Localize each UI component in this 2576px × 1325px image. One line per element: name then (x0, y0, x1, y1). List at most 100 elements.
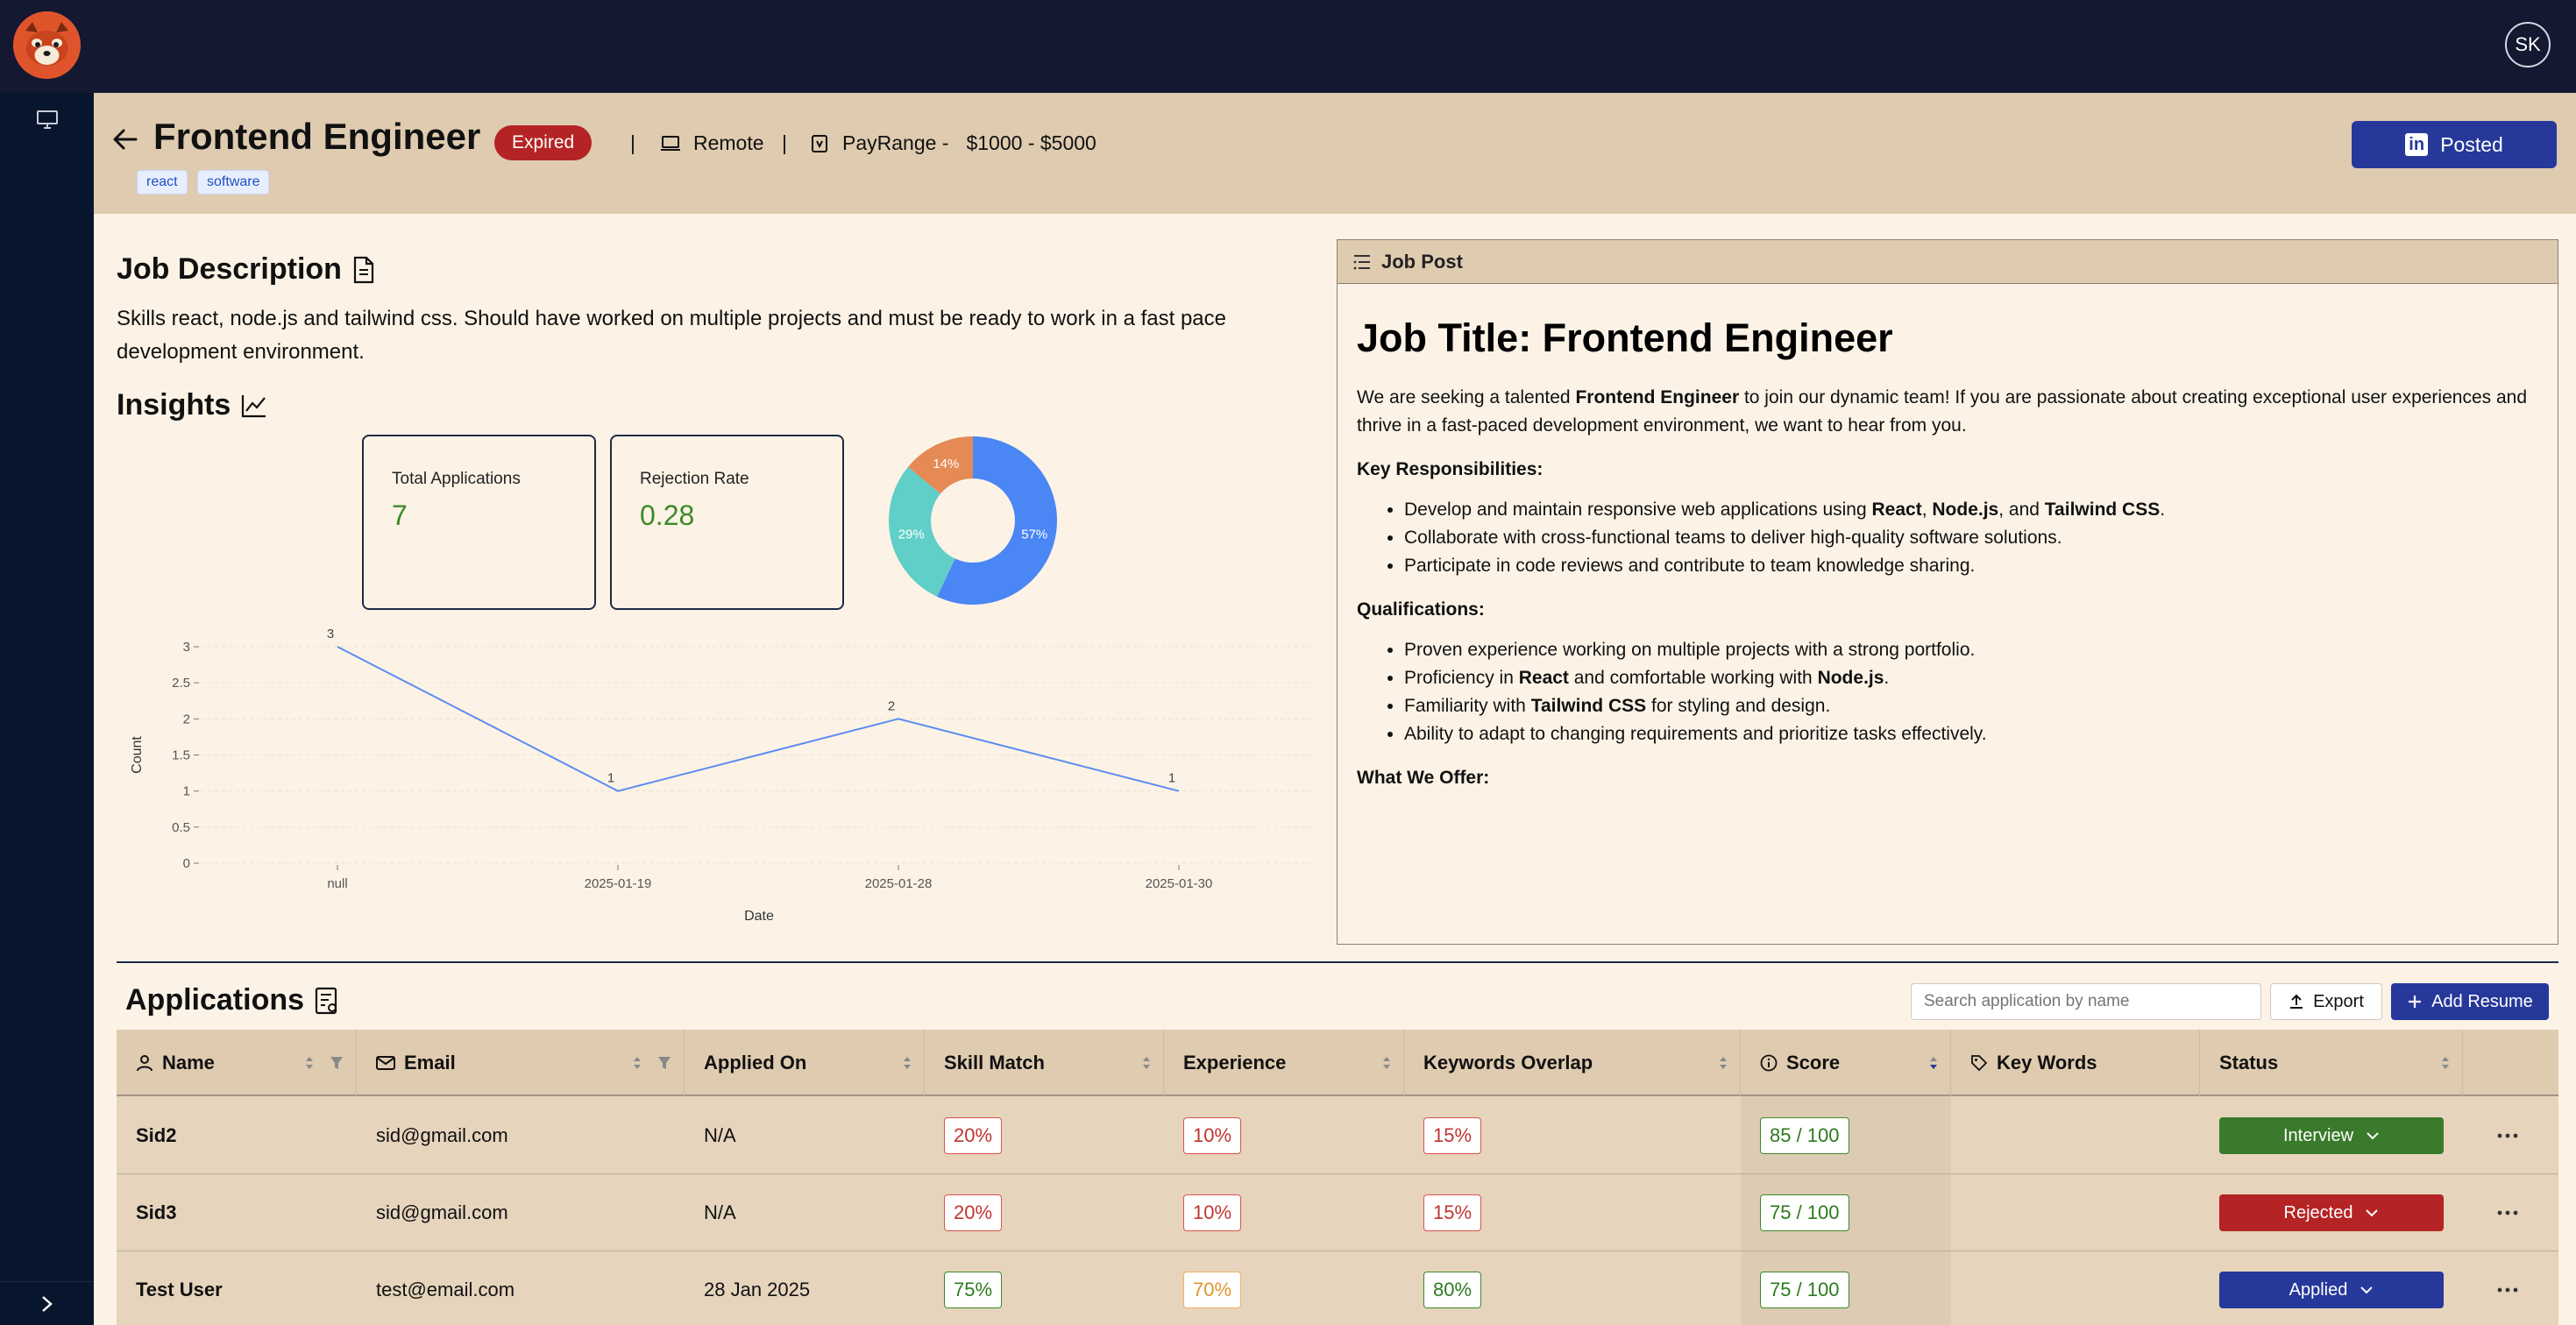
applicant-email: sid@gmail.com (376, 1201, 508, 1223)
insights-title: Insights (117, 388, 231, 422)
sort-descending-icon[interactable] (1929, 1054, 1938, 1072)
donut-slice (937, 436, 1057, 605)
x-axis-label: Date (744, 909, 774, 924)
responsibilities-heading: Key Responsibilities: (1357, 459, 1543, 479)
user-avatar[interactable]: SK (2505, 22, 2551, 67)
separator: | (782, 131, 787, 154)
column-header-status[interactable]: Status (2200, 1030, 2463, 1096)
chevron-down-icon (2367, 1132, 2379, 1140)
column-header-name[interactable]: Name (117, 1030, 357, 1096)
filter-icon[interactable] (657, 1055, 671, 1071)
y-tick-label: 1 (183, 784, 190, 799)
experience-pill: 10% (1183, 1117, 1242, 1154)
y-tick-label: 2 (183, 712, 190, 726)
table-row[interactable]: Sid3 sid@gmail.com N/A 20% 10% 15% 75 / … (117, 1174, 2558, 1251)
separator: | (630, 131, 635, 154)
score-pill: 75 / 100 (1760, 1194, 1849, 1231)
tag-react: react (137, 170, 188, 195)
export-button[interactable]: Export (2270, 983, 2382, 1020)
rejection-rate-value: 0.28 (640, 500, 695, 531)
applications-over-time-line-chart: 0 0.5 1 1.5 2 2.5 3 Count null 2025-01-19 2025-01-… (130, 627, 1317, 924)
table-row[interactable]: Test User test@email.com 28 Jan 2025 75%… (117, 1251, 2558, 1325)
list-item: Proven experience working on multiple pr… (1404, 636, 2538, 664)
upload-icon (2290, 994, 2303, 1009)
filter-icon[interactable] (330, 1055, 344, 1071)
more-horizontal-icon (2497, 1133, 2518, 1138)
x-tick-label: null (327, 876, 347, 891)
laptop-icon (661, 135, 680, 151)
row-actions-menu[interactable] (2497, 1174, 2518, 1251)
sort-icon[interactable] (305, 1054, 314, 1072)
monitor-icon[interactable] (37, 110, 58, 130)
page-title: Frontend Engineer (153, 116, 481, 157)
sort-icon[interactable] (2441, 1054, 2450, 1072)
score-pill: 75 / 100 (1760, 1272, 1849, 1308)
keywords-overlap-pill: 15% (1423, 1117, 1482, 1154)
pay-label: PayRange - (842, 131, 949, 154)
job-post-panel[interactable]: Job Post Job Title: Frontend Engineer We… (1337, 239, 2558, 945)
column-header-skill-match[interactable]: Skill Match (925, 1030, 1164, 1096)
add-resume-button[interactable]: Add Resume (2391, 983, 2549, 1020)
data-label: 2 (888, 698, 895, 713)
status-dropdown[interactable]: Rejected (2219, 1194, 2444, 1231)
experience-pill: 70% (1183, 1272, 1242, 1308)
series-line (337, 646, 1180, 792)
sort-icon[interactable] (1719, 1054, 1728, 1072)
status-dropdown[interactable]: Applied (2219, 1272, 2444, 1308)
job-post-title: Job Title: Frontend Engineer (1357, 315, 1893, 360)
job-description-text: Skills react, node.js and tailwind css. … (117, 307, 1226, 364)
applied-on: N/A (704, 1124, 736, 1146)
user-icon (137, 1055, 153, 1072)
sidebar-expand-button[interactable] (0, 1281, 94, 1325)
linkedin-posted-button[interactable]: in Posted (2352, 121, 2557, 168)
resume-icon (315, 987, 337, 1014)
job-post-header: Job Post (1338, 240, 2558, 284)
column-header-experience[interactable]: Experience (1164, 1030, 1404, 1096)
qualifications-list: Proven experience working on multiple pr… (1404, 636, 2538, 748)
plus-icon (2409, 996, 2422, 1008)
list-icon (1353, 254, 1370, 269)
search-applications-input[interactable] (1911, 983, 2261, 1020)
skill-match-pill: 20% (944, 1194, 1003, 1231)
sort-icon[interactable] (633, 1054, 642, 1072)
back-arrow-icon[interactable] (111, 125, 139, 153)
y-tick-label: 0.5 (172, 820, 190, 835)
sort-icon[interactable] (903, 1054, 912, 1072)
row-actions-menu[interactable] (2497, 1097, 2518, 1174)
more-horizontal-icon (2497, 1210, 2518, 1215)
column-header-applied-on[interactable]: Applied On (685, 1030, 925, 1096)
status-badge: Expired (494, 125, 593, 160)
total-applications-value: 7 (392, 500, 408, 531)
column-header-email[interactable]: Email (357, 1030, 685, 1096)
applications-heading: Applications (125, 983, 339, 1017)
keywords-overlap-pill: 15% (1423, 1194, 1482, 1231)
score-pill: 85 / 100 (1760, 1117, 1849, 1154)
sort-icon[interactable] (1142, 1054, 1151, 1072)
status-dropdown[interactable]: Interview (2219, 1117, 2444, 1154)
column-header-score[interactable]: Score (1741, 1030, 1951, 1096)
sidebar (0, 93, 94, 1325)
data-label: 3 (327, 627, 334, 641)
list-item: Proficiency in React and comfortable wor… (1404, 664, 2538, 692)
wallet-icon (812, 134, 827, 152)
location-label: Remote (693, 131, 764, 154)
rejection-rate-card: Rejection Rate 0.28 (610, 435, 844, 610)
row-actions-menu[interactable] (2497, 1251, 2518, 1325)
x-tick-label: 2025-01-28 (865, 876, 933, 891)
job-header: Frontend Engineer Expired | Remote | Pay… (94, 93, 2576, 214)
job-post-panel-title: Job Post (1381, 250, 1463, 273)
applicant-email: test@email.com (376, 1279, 515, 1300)
applied-on: N/A (704, 1201, 736, 1223)
job-description-heading: Job Description (117, 252, 375, 287)
column-header-keywords-overlap[interactable]: Keywords Overlap (1404, 1030, 1741, 1096)
pay-range: PayRange - $1000 - $5000 (811, 131, 1096, 155)
keywords-overlap-pill: 80% (1423, 1272, 1482, 1308)
add-resume-label: Add Resume (2431, 991, 2533, 1011)
red-panda-logo[interactable] (13, 11, 81, 79)
table-row[interactable]: Sid2 sid@gmail.com N/A 20% 10% 15% 85 / … (117, 1097, 2558, 1174)
list-item: Participate in code reviews and contribu… (1404, 552, 2538, 580)
chevron-right-icon (41, 1295, 53, 1312)
sort-icon[interactable] (1382, 1054, 1391, 1072)
x-tick-label: 2025-01-30 (1146, 876, 1213, 891)
donut-slice-label: 29% (898, 528, 925, 542)
